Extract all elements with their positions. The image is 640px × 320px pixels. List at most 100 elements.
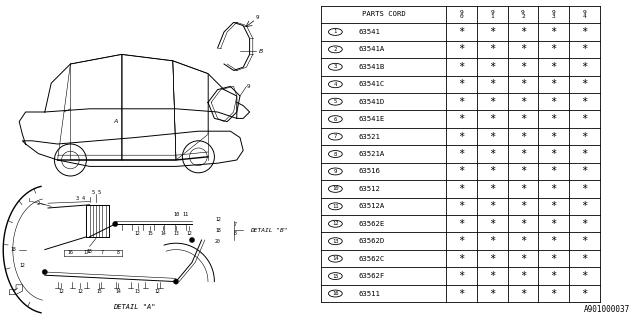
Text: 17: 17 <box>84 250 89 255</box>
Text: 9
3: 9 3 <box>552 10 556 19</box>
Text: 10: 10 <box>173 212 179 217</box>
Text: A901000037: A901000037 <box>584 305 630 314</box>
Text: *: * <box>458 44 465 54</box>
Text: *: * <box>520 114 526 124</box>
Text: *: * <box>458 132 465 141</box>
Text: 18: 18 <box>215 228 221 233</box>
Text: 63511: 63511 <box>359 291 381 297</box>
Text: *: * <box>550 62 557 72</box>
Text: 7: 7 <box>333 134 337 139</box>
Circle shape <box>173 279 179 284</box>
Text: DETAIL "B": DETAIL "B" <box>250 228 287 233</box>
Text: *: * <box>550 236 557 246</box>
Text: *: * <box>520 184 526 194</box>
Text: *: * <box>550 114 557 124</box>
Text: 3: 3 <box>333 64 337 69</box>
Text: 14: 14 <box>332 256 339 261</box>
Text: *: * <box>458 62 465 72</box>
Text: 9
1: 9 1 <box>490 10 494 19</box>
Text: *: * <box>581 236 588 246</box>
Text: *: * <box>458 27 465 37</box>
Text: 12: 12 <box>135 231 140 236</box>
Text: *: * <box>458 79 465 89</box>
Text: *: * <box>581 219 588 229</box>
Circle shape <box>42 269 47 275</box>
Text: *: * <box>550 44 557 54</box>
Text: *: * <box>581 97 588 107</box>
Text: *: * <box>581 79 588 89</box>
Text: *: * <box>581 201 588 211</box>
Text: 14: 14 <box>161 231 166 236</box>
Text: *: * <box>581 44 588 54</box>
Text: *: * <box>520 201 526 211</box>
Text: *: * <box>581 132 588 141</box>
Text: 12: 12 <box>20 263 25 268</box>
Text: 1: 1 <box>333 29 337 35</box>
Text: B: B <box>259 49 264 54</box>
Text: *: * <box>581 184 588 194</box>
Text: *: * <box>520 79 526 89</box>
Text: 18: 18 <box>10 247 15 252</box>
Text: *: * <box>520 289 526 299</box>
Text: *: * <box>520 236 526 246</box>
Text: *: * <box>550 254 557 264</box>
Text: *: * <box>581 149 588 159</box>
Text: *: * <box>489 79 495 89</box>
Text: A: A <box>113 119 117 124</box>
Text: *: * <box>550 219 557 229</box>
Text: *: * <box>581 289 588 299</box>
Text: *: * <box>489 254 495 264</box>
Text: *: * <box>489 271 495 281</box>
Text: 8: 8 <box>117 250 120 255</box>
Text: 63516: 63516 <box>359 168 381 174</box>
Text: 15: 15 <box>332 274 339 279</box>
Text: *: * <box>520 44 526 54</box>
Text: 63541C: 63541C <box>359 81 385 87</box>
Text: *: * <box>458 184 465 194</box>
Text: *: * <box>489 132 495 141</box>
Text: *: * <box>520 149 526 159</box>
Text: 63562D: 63562D <box>359 238 385 244</box>
Text: 12: 12 <box>154 289 159 294</box>
Text: *: * <box>520 166 526 176</box>
Text: *: * <box>489 149 495 159</box>
Text: 16: 16 <box>332 291 339 296</box>
Text: 13: 13 <box>173 231 179 236</box>
Text: *: * <box>550 184 557 194</box>
Text: 63541: 63541 <box>359 29 381 35</box>
Text: 10: 10 <box>332 186 339 191</box>
Text: *: * <box>489 62 495 72</box>
Text: 4: 4 <box>82 196 84 201</box>
Text: 18: 18 <box>87 249 92 254</box>
Text: *: * <box>489 289 495 299</box>
Text: *: * <box>458 219 465 229</box>
Text: *: * <box>489 114 495 124</box>
Text: 9
0: 9 0 <box>460 10 463 19</box>
Text: *: * <box>489 166 495 176</box>
Text: 11: 11 <box>332 204 339 209</box>
Text: 63512A: 63512A <box>359 203 385 209</box>
Text: *: * <box>489 27 495 37</box>
Text: *: * <box>520 132 526 141</box>
Text: *: * <box>520 97 526 107</box>
Circle shape <box>189 237 195 243</box>
Text: *: * <box>550 149 557 159</box>
Text: 8: 8 <box>234 231 237 236</box>
Text: *: * <box>489 184 495 194</box>
Text: *: * <box>489 97 495 107</box>
Text: 12: 12 <box>332 221 339 226</box>
Text: 9
4: 9 4 <box>582 10 586 19</box>
Text: *: * <box>550 97 557 107</box>
Text: 13: 13 <box>332 239 339 244</box>
Text: *: * <box>458 254 465 264</box>
Text: *: * <box>581 271 588 281</box>
Text: *: * <box>581 27 588 37</box>
Text: *: * <box>550 166 557 176</box>
Text: 63521: 63521 <box>359 133 381 140</box>
Text: 5: 5 <box>333 99 337 104</box>
Text: 12: 12 <box>186 231 191 236</box>
Text: 15: 15 <box>97 289 102 294</box>
Text: 63541A: 63541A <box>359 46 385 52</box>
Text: 7: 7 <box>101 250 104 255</box>
Text: 5: 5 <box>92 189 94 195</box>
